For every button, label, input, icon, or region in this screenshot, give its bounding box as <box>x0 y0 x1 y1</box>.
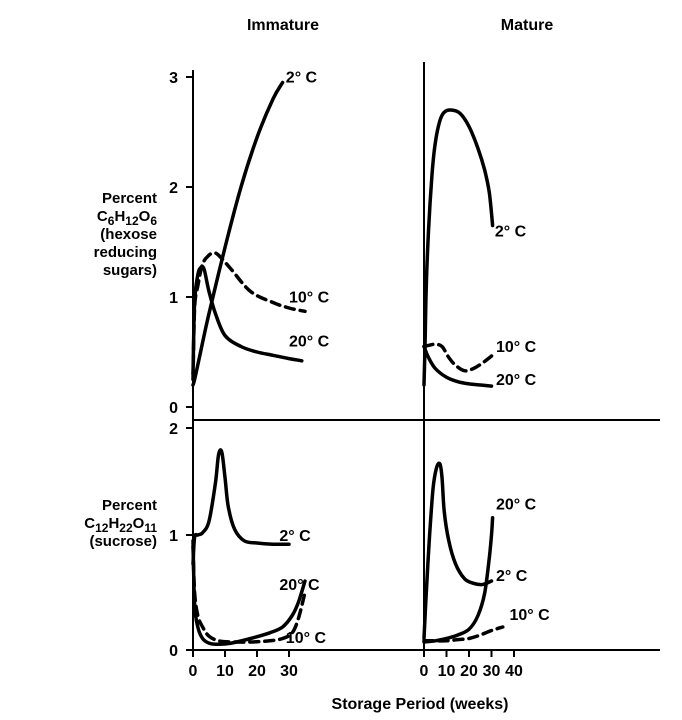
series-label-immature-hexose-2: 20° C <box>289 334 330 351</box>
y-axis-label-hexose-line-2: (hexose <box>100 226 157 243</box>
x-tick-mature-20: 20 <box>460 663 478 680</box>
y-axis-label-hexose-line-1: C6H12O6 <box>97 208 157 228</box>
x-tick-immature-30: 30 <box>280 663 298 680</box>
y-tick-hexose-0: 0 <box>169 400 178 417</box>
series-mature-sucrose-1 <box>422 461 494 641</box>
x-axis-label: Storage Period (weeks) <box>332 696 509 713</box>
series-label-mature-hexose-1: 10° C <box>496 339 537 356</box>
column-title-mature: Mature <box>501 17 554 34</box>
x-tick-mature-10: 10 <box>438 663 456 680</box>
series-mature-sucrose-0 <box>422 516 495 644</box>
y-tick-hexose-2: 2 <box>169 180 178 197</box>
x-tick-mature-0: 0 <box>420 663 429 680</box>
series-mature-sucrose-2 <box>422 625 505 643</box>
y-tick-sucrose-2: 2 <box>169 421 178 438</box>
x-tick-immature-0: 0 <box>189 663 198 680</box>
y-axis-label-hexose-line-4: sugars) <box>103 262 157 279</box>
y-axis-label-hexose-line-0: Percent <box>102 190 157 207</box>
series-label-immature-sucrose-2: 10° C <box>286 630 327 647</box>
series-immature-hexose-2 <box>191 264 304 376</box>
series-label-mature-sucrose-2: 10° C <box>510 607 551 624</box>
series-immature-hexose-0 <box>191 80 285 387</box>
y-tick-hexose-1: 1 <box>169 290 178 307</box>
series-label-mature-hexose-0: 2° C <box>495 224 527 241</box>
x-tick-mature-30: 30 <box>483 663 501 680</box>
series-label-immature-hexose-1: 10° C <box>289 290 330 307</box>
series-label-mature-sucrose-0: 20° C <box>496 497 537 514</box>
x-tick-immature-20: 20 <box>248 663 266 680</box>
y-axis-label-sucrose-line-1: C12H22O11 <box>84 515 157 535</box>
series-label-mature-sucrose-1: 2° C <box>496 568 528 585</box>
series-label-immature-hexose-0: 2° C <box>286 70 318 87</box>
series-label-mature-hexose-2: 20° C <box>496 372 537 389</box>
x-tick-mature-40: 40 <box>505 663 523 680</box>
y-tick-sucrose-1: 1 <box>169 528 178 545</box>
y-tick-hexose-3: 3 <box>169 70 178 87</box>
y-tick-sucrose-0: 0 <box>169 643 178 660</box>
series-mature-hexose-0 <box>422 108 495 387</box>
y-axis-label-sucrose-line-0: Percent <box>102 497 157 514</box>
series-immature-sucrose-1 <box>191 539 307 647</box>
curves <box>191 80 505 647</box>
series-immature-sucrose-2 <box>191 544 307 644</box>
column-title-immature: Immature <box>247 17 319 34</box>
series-label-immature-sucrose-1: 20° C <box>279 577 320 594</box>
y-axis-label-hexose-line-3: reducing <box>94 244 157 261</box>
series-mature-hexose-2 <box>422 344 494 388</box>
series-immature-sucrose-0 <box>191 448 291 566</box>
y-axis-label-sucrose-line-2: (sucrose) <box>89 533 157 550</box>
series-mature-hexose-1 <box>422 342 496 373</box>
x-tick-immature-10: 10 <box>216 663 234 680</box>
series-label-immature-sucrose-0: 2° C <box>279 528 311 545</box>
